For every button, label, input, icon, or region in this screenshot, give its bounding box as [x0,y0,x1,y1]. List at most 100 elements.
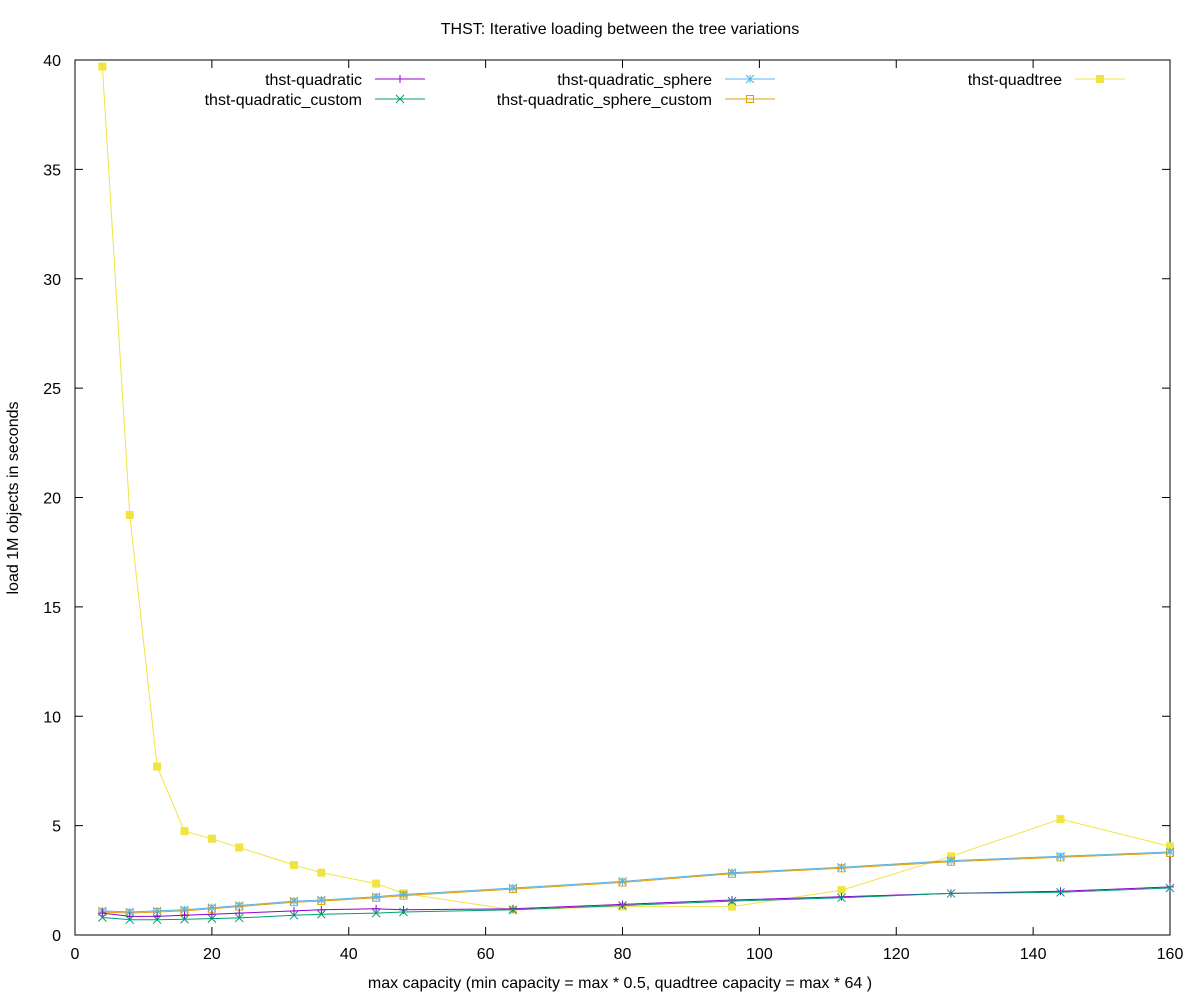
point-marker [728,896,736,904]
point-marker [837,862,846,872]
series-line [101,66,1171,911]
point-marker [234,901,244,910]
point-marker [509,904,517,913]
legend-entry-thst-quadratic: thst-quadratic [265,72,425,89]
point-marker [207,914,217,923]
point-marker [399,890,408,899]
point-marker [1056,815,1065,824]
legend-entry-thst-quadratic_custom: thst-quadratic_custom [205,92,425,109]
point-marker [508,905,518,915]
point-marker [1165,883,1175,893]
point-marker [317,905,326,914]
point-marker [946,856,956,865]
y-tick-label: 20 [43,491,61,508]
series-thst-quadratic_sphere [98,847,1175,917]
point-marker [618,900,627,909]
point-marker [180,914,189,924]
x-tick-label: 120 [883,946,910,963]
y-tick-label: 0 [52,928,61,945]
legend-label: thst-quadratic [265,72,362,89]
point-marker [1056,887,1065,896]
y-tick-label: 15 [43,600,61,617]
legend-entry-thst-quadtree: thst-quadtree [968,72,1125,89]
point-marker [1056,887,1065,897]
legend-entry-thst-quadratic_sphere_custom: thst-quadratic_sphere_custom [497,92,775,109]
legend-label: thst-quadratic_custom [205,92,362,109]
point-marker [290,861,298,869]
point-marker [395,94,405,104]
y-tick-label: 40 [43,53,61,70]
point-marker [727,868,737,878]
point-marker [837,886,846,895]
point-marker [371,892,381,902]
point-marker [837,892,846,901]
legend-entry-thst-quadratic_sphere: thst-quadratic_sphere [557,72,775,89]
point-marker [745,74,755,84]
point-marker [618,877,627,886]
point-marker [207,903,217,913]
series-thst-quadratic_custom [98,883,1175,925]
point-marker [399,907,408,917]
point-marker [207,910,216,919]
x-tick-label: 160 [1157,946,1184,963]
x-tick-label: 140 [1020,946,1047,963]
y-tick-label: 5 [52,819,61,836]
point-marker [396,75,404,83]
point-marker [508,883,518,893]
series-layer [98,62,1175,925]
point-marker [317,909,326,919]
x-axis-label: max capacity (min capacity = max * 0.5, … [368,975,872,992]
point-marker [98,909,107,918]
point-marker [837,893,846,903]
x-tick-label: 40 [340,946,358,963]
y-axis-label: load 1M objects in seconds [5,402,22,595]
point-marker [946,889,956,898]
point-marker [234,913,244,923]
point-marker [1096,75,1104,83]
legend-label: thst-quadratic_sphere [557,72,712,89]
plot-frame [74,59,1171,936]
point-marker [317,868,326,877]
x-tick-label: 80 [614,946,632,963]
point-marker [207,834,216,843]
x-tick-label: 100 [746,946,773,963]
point-marker [317,895,326,905]
point-marker [98,62,107,71]
y-tick-label: 35 [43,162,61,179]
point-marker [289,896,299,906]
point-marker [235,843,244,852]
series-thst-quadtree [98,62,1174,914]
series-line [102,851,1171,913]
point-marker [746,95,754,103]
point-marker [727,896,737,906]
y-tick-label: 10 [43,709,61,726]
point-marker [1166,882,1174,891]
y-tick-label: 25 [43,381,61,398]
point-marker [152,906,162,916]
point-marker [371,908,381,918]
point-marker [372,879,381,888]
point-marker [180,911,189,920]
point-marker [125,907,135,917]
point-marker [289,910,299,920]
point-marker [290,906,298,915]
point-marker [180,905,189,915]
point-marker [98,913,107,922]
series-line [102,886,1171,917]
x-tick-label: 20 [203,946,221,963]
point-marker [235,909,244,918]
point-marker [618,901,627,910]
point-marker [372,904,381,913]
point-marker [152,915,162,925]
x-tick-label: 60 [477,946,495,963]
point-marker [125,915,135,925]
point-marker [153,762,162,771]
point-marker [125,511,134,519]
series-thst-quadratic [98,882,1174,921]
point-marker [1056,851,1065,861]
x-tick-label: 0 [71,946,80,963]
y-tick-label: 30 [43,272,61,289]
point-marker [1165,847,1175,857]
chart-title: THST: Iterative loading between the tree… [441,21,799,38]
